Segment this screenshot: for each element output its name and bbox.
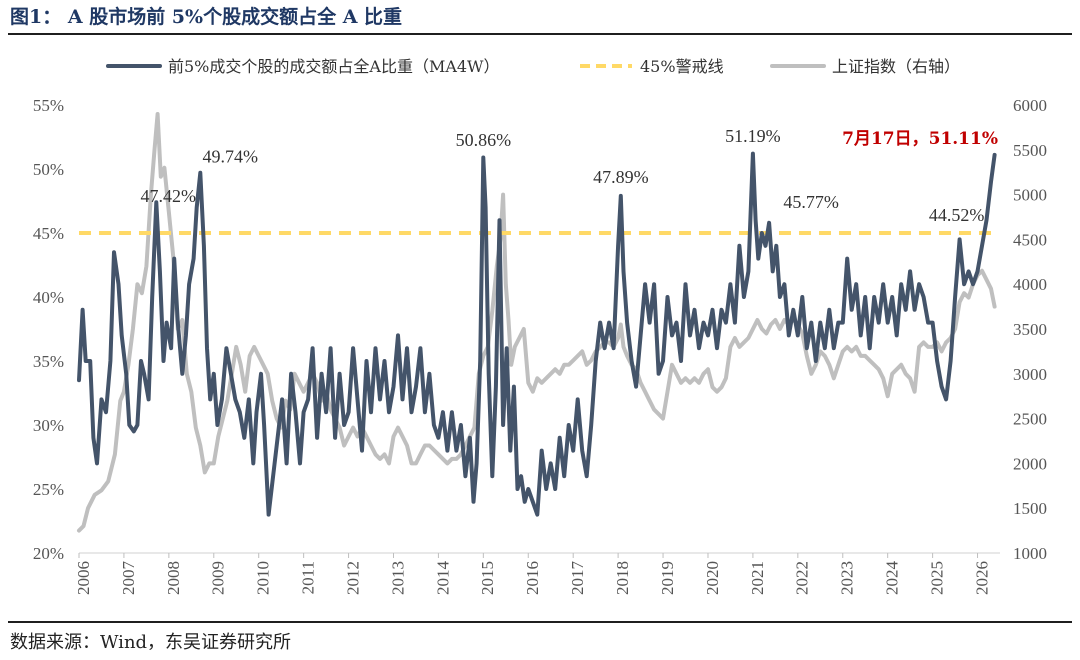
source-note: 数据来源：Wind，东吴证券研究所 (10, 628, 291, 654)
x-tick-label: 2016 (523, 561, 542, 595)
peak-annotation: 47.89% (593, 167, 649, 187)
y-right-tick-label: 3000 (1013, 365, 1047, 384)
x-tick-label: 2018 (613, 561, 632, 595)
x-tick-label: 2009 (209, 561, 228, 595)
peak-annotation: 47.42% (141, 186, 197, 206)
x-tick-label: 2026 (972, 561, 991, 595)
x-tick-label: 2025 (928, 561, 947, 595)
x-tick-label: 2023 (838, 561, 857, 595)
peak-annotation: 49.74% (203, 146, 259, 166)
x-tick-label: 2021 (748, 561, 767, 595)
x-tick-label: 2012 (343, 561, 362, 595)
series-layer (77, 112, 997, 533)
x-tick-label: 2017 (568, 561, 587, 596)
source-text: Wind，东吴证券研究所 (100, 632, 292, 653)
legend-warning-label: 45%警戒线 (640, 57, 724, 76)
legend-share-label: 前5%成交个股的成交额占全A比重（MA4W） (168, 57, 500, 76)
y-right-tick-label: 4500 (1013, 230, 1047, 249)
y-right-tick-label: 1000 (1013, 544, 1047, 563)
peak-annotation: 45.77% (783, 192, 839, 212)
axes: 2006 2007 2008 2009 2010 2011 2012 2013 2014 2015… (33, 96, 1047, 595)
peak-annotation: 50.86% (456, 130, 512, 150)
y-left-tick-label: 40% (33, 288, 64, 307)
y-right-tick-label: 1500 (1013, 499, 1047, 518)
source-label: 数据来源： (10, 632, 100, 653)
peak-annotation: 51.19% (725, 126, 781, 146)
share-line (77, 151, 997, 517)
y-left-tick-label: 35% (33, 352, 64, 371)
y-left-tick-label: 20% (33, 544, 64, 563)
y-right-tick-label: 2000 (1013, 454, 1047, 473)
x-tick-label: 2010 (254, 561, 273, 595)
x-tick-label: 2006 (74, 561, 93, 595)
y-left-tick-label: 45% (33, 224, 64, 243)
index-line (77, 112, 997, 533)
x-tick-label: 2011 (299, 561, 318, 594)
x-tick-label: 2014 (433, 561, 452, 596)
top-rule (8, 33, 1072, 35)
y-right-tick-label: 4000 (1013, 275, 1047, 294)
x-tick-label: 2019 (658, 561, 677, 595)
x-tick-label: 2008 (164, 561, 183, 595)
x-tick-label: 2015 (478, 561, 497, 595)
y-right-tick-label: 3500 (1013, 320, 1047, 339)
y-left-tick-label: 25% (33, 480, 64, 499)
highlight-annotation: 7月17日，51.11% (842, 129, 998, 149)
legend-index-label: 上证指数（右轴） (832, 57, 960, 76)
peak-annotation: 44.52% (929, 205, 985, 225)
y-right-tick-label: 6000 (1013, 96, 1047, 115)
x-tick-label: 2020 (703, 561, 722, 595)
x-tick-label: 2022 (793, 561, 812, 595)
x-tick-label: 2024 (883, 561, 902, 596)
y-left-tick-label: 55% (33, 96, 64, 115)
y-left-tick-label: 30% (33, 416, 64, 435)
annotation-layer: 47.42% 49.74% 50.86% 47.89% 51.19% 45.77% 44.5… (141, 126, 998, 225)
y-left-tick-label: 50% (33, 160, 64, 179)
y-right-tick-label: 5000 (1013, 186, 1047, 205)
bottom-rule (8, 621, 1072, 623)
x-tick-label: 2007 (119, 561, 138, 596)
y-right-tick-label: 2500 (1013, 410, 1047, 429)
y-right-tick-label: 5500 (1013, 141, 1047, 160)
legend: 前5%成交个股的成交额占全A比重（MA4W） 45%警戒线 上证指数（右轴） (106, 57, 960, 76)
figure-title: 图1： A 股市场前 5%个股成交额占全 A 比重 (10, 6, 403, 28)
x-tick-label: 2013 (388, 561, 407, 595)
